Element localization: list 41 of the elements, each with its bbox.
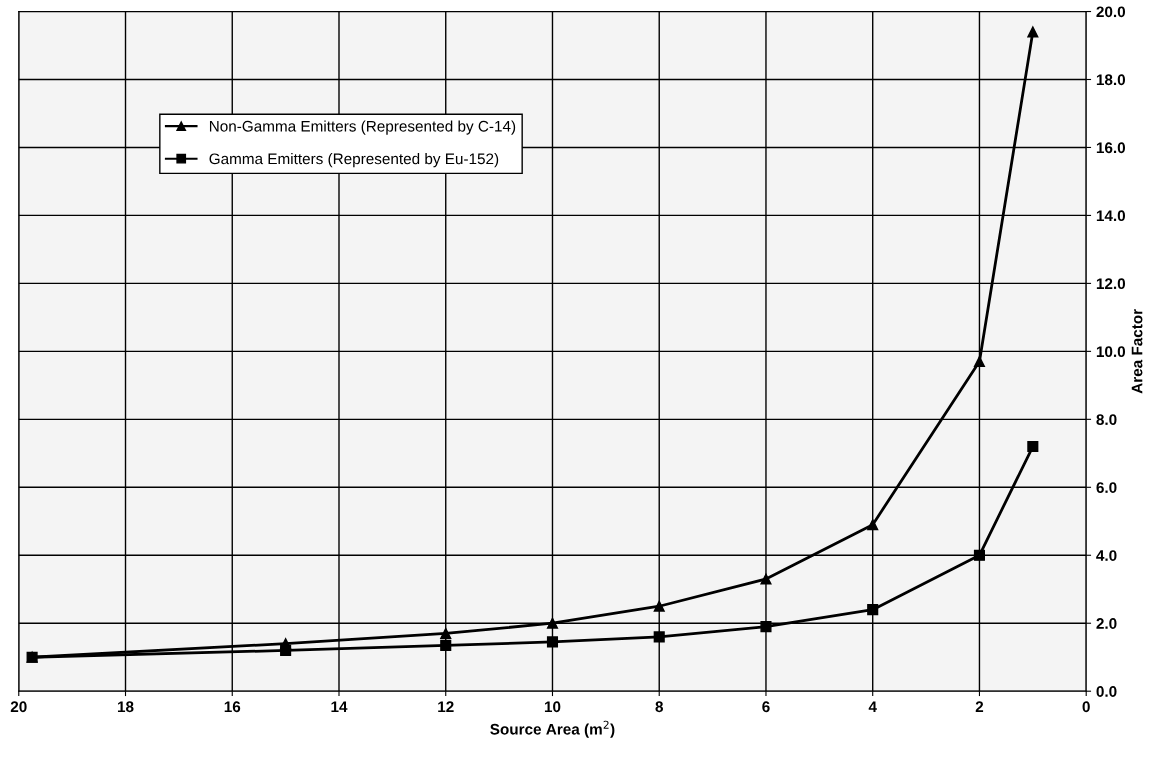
y-tick-label: 18.0 (1096, 74, 1126, 86)
x-tick-label: 20 (10, 701, 27, 713)
legend-label: Non-Gamma Emitters (Represented by C-14) (209, 120, 516, 135)
x-tick-label: 16 (224, 701, 241, 713)
point (867, 519, 879, 531)
y-tick-label: 16.0 (1096, 142, 1126, 154)
x-tick-label: 6 (762, 701, 770, 713)
x-tick-label: 14 (331, 701, 348, 712)
x-tick-label: 10 (544, 701, 561, 713)
point (760, 621, 772, 633)
point (280, 644, 292, 656)
x-tick-label: 4 (868, 701, 877, 712)
point (973, 355, 986, 368)
y-tick-label: 10.0 (1096, 346, 1126, 358)
y-tick-label: 14.0 (1096, 210, 1126, 222)
y-tick-label: 4.0 (1096, 550, 1117, 561)
y-tick-label: 8.0 (1096, 414, 1117, 426)
y-axis-title: Area Factor (1131, 309, 1143, 394)
point (546, 617, 559, 629)
x-tick-label: 2 (975, 701, 984, 712)
y-tick-label: 6.0 (1096, 482, 1117, 493)
point (546, 636, 559, 648)
x-tick-label: 8 (655, 701, 664, 713)
x-tick-label: 12 (438, 701, 454, 712)
point (1027, 26, 1039, 38)
y-tick-label: 20.0 (1096, 6, 1126, 18)
y-tick-label: 2.0 (1096, 618, 1117, 629)
x-axis-title: Source Area (m$^{2}$) (490, 720, 615, 738)
point (973, 549, 986, 561)
y-tick-label: 12.0 (1096, 278, 1126, 290)
x-tick-label: 18 (117, 701, 134, 713)
point (867, 604, 879, 616)
point (440, 627, 452, 639)
legend-label: Gamma Emitters (Represented by Eu-152) (209, 153, 499, 168)
point (653, 600, 665, 612)
point (440, 639, 452, 651)
point (653, 631, 665, 643)
point (760, 573, 772, 585)
y-tick-label: 0.0 (1096, 686, 1117, 697)
point (1027, 440, 1039, 453)
x-tick-label: 0 (1082, 701, 1090, 713)
